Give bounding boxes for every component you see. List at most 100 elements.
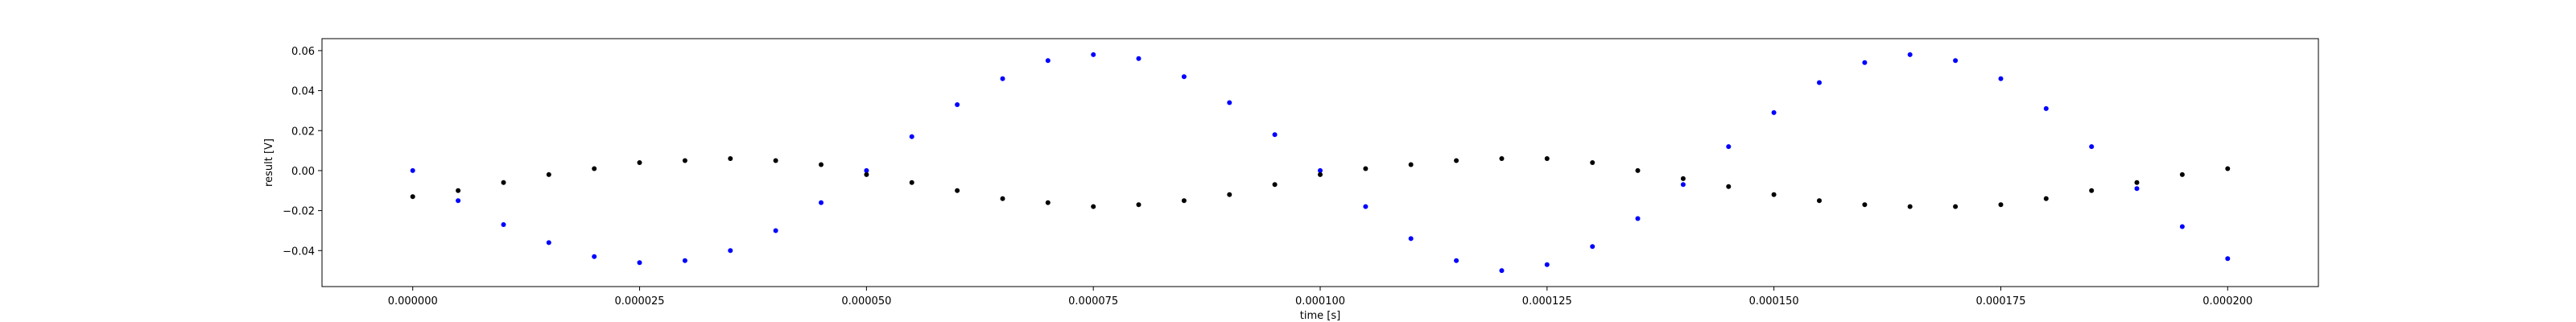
data-point: [2043, 105, 2049, 111]
data-point: [819, 162, 824, 167]
data-point: [1544, 156, 1550, 161]
y-tick-label: −0.02: [283, 206, 315, 218]
data-point: [1091, 52, 1096, 57]
y-tick-label: 0.00: [291, 166, 315, 178]
data-point: [1680, 182, 1686, 188]
data-point: [1862, 202, 1868, 208]
data-point: [456, 198, 461, 204]
data-point: [1091, 204, 1096, 209]
data-point: [1726, 144, 1732, 150]
data-point: [728, 156, 733, 161]
series-0: [410, 52, 2231, 274]
x-axis-label: time [s]: [1300, 310, 1340, 322]
data-point: [1000, 196, 1005, 201]
data-point: [1454, 158, 1459, 163]
data-point: [1817, 198, 1822, 204]
data-point: [1771, 109, 1777, 115]
data-point: [501, 180, 506, 185]
data-point: [819, 200, 824, 205]
data-point: [1227, 192, 1232, 197]
x-tick-label: 0.000125: [1522, 295, 1572, 308]
data-point: [909, 180, 914, 185]
data-point: [2225, 256, 2231, 262]
data-series-layer: [410, 52, 2231, 274]
data-point: [1771, 192, 1777, 197]
data-point: [1998, 202, 2004, 208]
data-point: [1635, 167, 1641, 173]
data-point: [592, 166, 597, 171]
data-point: [1499, 156, 1505, 161]
data-point: [1590, 160, 1596, 165]
data-point: [909, 134, 914, 139]
data-point: [1680, 175, 1686, 181]
x-tick-label: 0.000075: [1068, 295, 1118, 308]
data-point: [592, 254, 597, 259]
data-point: [1499, 268, 1505, 274]
data-point: [637, 260, 642, 266]
data-point: [682, 158, 687, 163]
data-point: [1272, 182, 1278, 188]
y-axis: −0.04 −0.02 0.00 0.02 0.04 0.06: [283, 46, 322, 258]
data-point: [546, 240, 551, 246]
data-point: [1953, 204, 1959, 209]
data-point: [1363, 166, 1368, 171]
data-point: [773, 228, 778, 233]
data-point: [864, 171, 869, 177]
data-point: [410, 194, 415, 200]
data-point: [2225, 166, 2231, 171]
x-axis: 0.000000 0.000025 0.000050 0.000075 0.000100…: [388, 287, 2252, 308]
data-point: [1862, 60, 1868, 65]
x-tick-label: 0.000000: [388, 295, 438, 308]
data-point: [637, 160, 642, 165]
data-point: [1227, 100, 1232, 105]
data-point: [2134, 180, 2140, 185]
data-point: [955, 102, 960, 107]
data-point: [2179, 171, 2185, 177]
data-point: [1000, 76, 1005, 81]
data-point: [1544, 262, 1550, 267]
x-tick-label: 0.000150: [1749, 295, 1799, 308]
x-tick-label: 0.000025: [615, 295, 665, 308]
x-tick-label: 0.000175: [1975, 295, 2025, 308]
data-point: [546, 171, 551, 177]
data-point: [1953, 58, 1959, 64]
data-point: [1907, 52, 1913, 57]
data-point: [1408, 236, 1414, 242]
data-point: [1136, 56, 1141, 61]
y-tick-label: 0.06: [291, 46, 315, 58]
data-point: [1045, 200, 1051, 205]
data-point: [1181, 74, 1187, 80]
data-point: [864, 167, 869, 173]
data-point: [2043, 196, 2049, 201]
y-tick-label: 0.02: [291, 126, 315, 138]
data-point: [2179, 224, 2185, 229]
x-tick-label: 0.000200: [2202, 295, 2252, 308]
data-point: [1998, 76, 2004, 81]
data-point: [501, 222, 506, 227]
data-point: [728, 248, 733, 254]
data-point: [1318, 167, 1323, 173]
series-1: [410, 156, 2231, 209]
data-point: [1907, 204, 1913, 209]
data-point: [1181, 198, 1187, 204]
data-point: [955, 188, 960, 193]
data-point: [1817, 80, 1822, 85]
data-point: [1136, 202, 1141, 208]
x-tick-label: 0.000050: [841, 295, 891, 308]
y-tick-label: −0.04: [283, 246, 315, 258]
data-point: [1590, 244, 1596, 250]
data-point: [1726, 184, 1732, 189]
data-point: [2089, 188, 2095, 193]
y-tick-label: 0.04: [291, 86, 315, 98]
data-point: [682, 258, 687, 263]
data-point: [410, 167, 415, 173]
x-tick-label: 0.000100: [1295, 295, 1345, 308]
y-axis-label: result [V]: [263, 138, 275, 187]
data-point: [1045, 58, 1051, 64]
data-point: [773, 158, 778, 163]
data-point: [2089, 144, 2095, 150]
data-point: [1635, 216, 1641, 221]
data-point: [1408, 162, 1414, 167]
